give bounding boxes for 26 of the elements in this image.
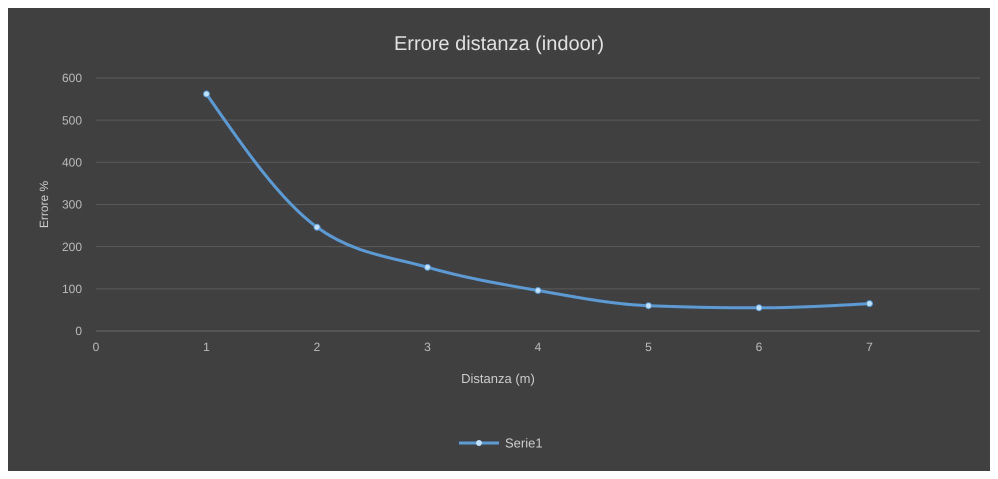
point — [534, 287, 542, 294]
x-tick-label: 7 — [866, 340, 874, 354]
y-tick-label: 300 — [62, 198, 82, 212]
legend-label: Serie1 — [505, 436, 543, 451]
y-axis-title: Errore % — [37, 180, 51, 228]
point — [645, 302, 652, 310]
x-tick-label: 0 — [92, 340, 100, 354]
point — [203, 90, 210, 98]
y-tick-label: 500 — [62, 113, 82, 128]
x-axis-title: Distanza (m) — [461, 371, 535, 386]
x-tick-label: 2 — [314, 340, 321, 354]
y-tick-label: 600 — [62, 71, 82, 86]
point — [866, 300, 873, 308]
point — [314, 224, 320, 231]
x-tick-label: 1 — [203, 340, 210, 354]
chart-title: Errore distanza (indoor) — [394, 33, 604, 55]
x-tick-label: 3 — [424, 340, 432, 354]
y-tick-label: 200 — [62, 240, 82, 254]
y-tick-label: 100 — [62, 282, 82, 296]
x-tick-label: 6 — [756, 340, 763, 354]
x-tick-label: 5 — [645, 340, 652, 354]
y-tick-label: 0 — [75, 324, 82, 338]
point — [424, 264, 431, 271]
x-tick-label: 4 — [534, 340, 542, 354]
y-tick-label: 400 — [62, 156, 82, 170]
point — [756, 304, 762, 312]
